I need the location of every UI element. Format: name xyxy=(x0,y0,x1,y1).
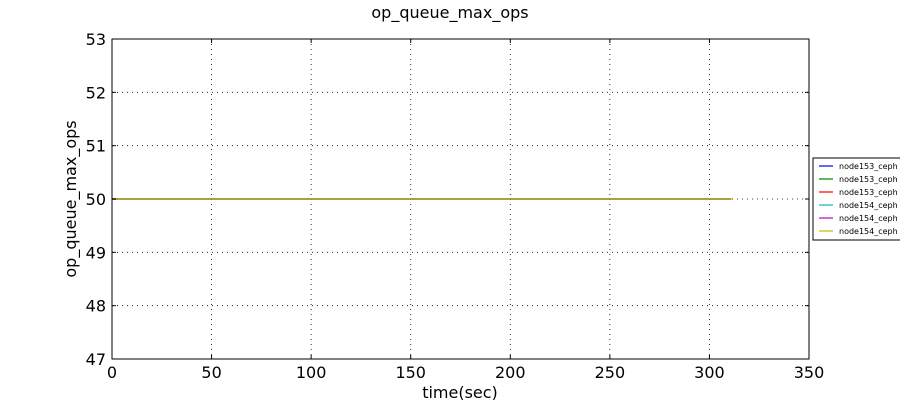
axis-ticks: 0 50 100 150 200 250 300 350 47 48 49 50 51 52 53 xyxy=(86,30,825,382)
legend-label: node153_ceph xyxy=(839,188,898,197)
x-tick-label: 300 xyxy=(694,363,725,382)
legend-label: node154_ceph xyxy=(839,201,898,210)
legend-box xyxy=(812,157,900,241)
legend-label: node154_ceph xyxy=(839,214,898,223)
y-tick-label: 51 xyxy=(86,137,106,156)
y-axis-label: op_queue_max_ops xyxy=(61,120,81,277)
legend: node153_ceph node153_ceph node153_cephnode… xyxy=(812,157,900,241)
y-tick-label: 48 xyxy=(86,297,106,316)
x-tick-label: 250 xyxy=(595,363,626,382)
y-tick-label: 47 xyxy=(86,350,106,369)
x-tick-label: 350 xyxy=(794,363,825,382)
x-axis-label: time(sec) xyxy=(422,383,498,400)
x-tick-label: 150 xyxy=(395,363,426,382)
x-tick-label: 0 xyxy=(107,363,117,382)
y-tick-label: 52 xyxy=(86,83,106,102)
x-tick-label: 50 xyxy=(201,363,221,382)
y-tick-label: 49 xyxy=(86,243,106,262)
legend-label: node153_ceph xyxy=(839,162,898,171)
y-tick-label: 50 xyxy=(86,190,106,209)
chart-title: op_queue_max_ops xyxy=(371,3,528,23)
legend-label: node153_ceph xyxy=(839,175,898,184)
x-tick-label: 100 xyxy=(296,363,327,382)
y-tick-label: 53 xyxy=(86,30,106,49)
legend-label: node154_ceph xyxy=(839,227,898,236)
x-tick-label: 200 xyxy=(495,363,526,382)
